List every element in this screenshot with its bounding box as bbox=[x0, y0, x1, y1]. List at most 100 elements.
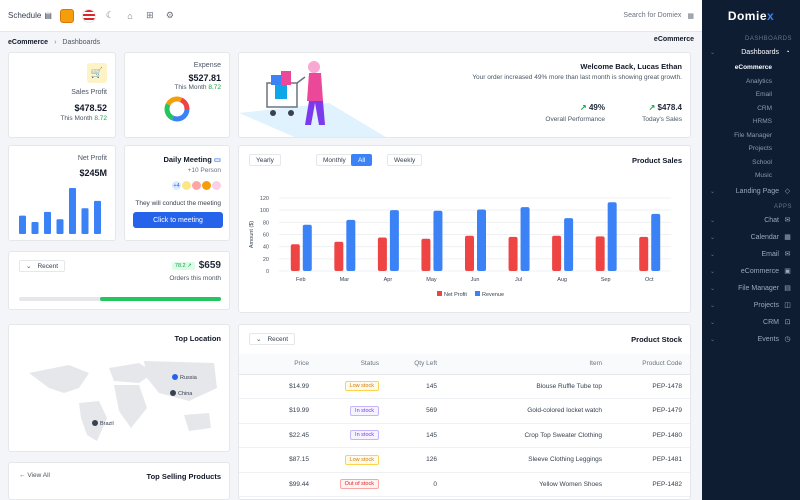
sidebar-item-landing[interactable]: ⌄ Landing Page ◇ bbox=[710, 187, 791, 196]
search-input[interactable]: Search for Domiex bbox=[623, 12, 682, 19]
net-profit-bar bbox=[56, 219, 64, 234]
avatar bbox=[202, 181, 211, 190]
language-flag-icon[interactable] bbox=[81, 8, 96, 23]
sidebar-section-dashboards: DASHBOARDS bbox=[744, 36, 792, 42]
sidebar-item-ecommerce[interactable]: ⌄ eCommerce ▣ bbox=[710, 267, 791, 276]
cell-item: Yellow Women Shoes bbox=[445, 472, 610, 497]
x-tick-label: Mar bbox=[340, 277, 350, 283]
cart-icon: 🛒 bbox=[87, 63, 107, 83]
sidebar-sub-music[interactable]: Music bbox=[755, 172, 772, 180]
tab-all[interactable]: All bbox=[351, 154, 373, 166]
table-row[interactable]: $22.45 In stock 145 Crop Top Sweater Clothi… bbox=[239, 423, 690, 448]
moon-icon[interactable]: ☾ bbox=[105, 10, 114, 20]
sidebar-sub-crm[interactable]: CRM bbox=[757, 104, 772, 112]
col-status[interactable]: Status bbox=[317, 354, 387, 375]
apps-grid-icon[interactable]: ⊞ bbox=[146, 10, 154, 20]
cell-qty: 126 bbox=[387, 447, 445, 473]
orders-period-dropdown[interactable]: ⌄ Recent bbox=[19, 260, 66, 272]
col-price[interactable]: Price bbox=[239, 354, 317, 375]
logo[interactable]: Domie x bbox=[727, 9, 775, 23]
sidebar: Domie x DASHBOARDS ⌄ Dashboards ◔ eCommer… bbox=[702, 0, 800, 500]
sidebar-item-chat[interactable]: ⌄ Chat ✉ bbox=[710, 216, 791, 225]
table-row[interactable]: $99.44 Out of stock 0 Yellow Women Shoes PEP… bbox=[239, 472, 690, 497]
tab-yearly[interactable]: Yearly bbox=[249, 154, 281, 166]
map-marker-china bbox=[170, 390, 176, 396]
sales-profit-card: 🛒 Sales Profit $478.52 This Month 8.72 bbox=[8, 52, 116, 138]
avatar bbox=[192, 181, 201, 190]
sidebar-sub-school[interactable]: School bbox=[752, 158, 772, 166]
cell-item: Gold-colored locket watch bbox=[445, 398, 610, 424]
menu-toggle-icon[interactable]: ▦ bbox=[687, 12, 694, 20]
dashboard-submenu: eCommerce Analytics Email CRM HRMS File Manag… bbox=[702, 61, 800, 183]
marker-label-russia: Russia bbox=[180, 375, 198, 381]
net-profit-bar bbox=[19, 215, 26, 234]
trend-up-icon: ↗ bbox=[580, 103, 587, 112]
product-sales-chart: 0 20 40 60 80 100 120 Amount ($) Feb Mar Apr May Jun… bbox=[249, 196, 671, 298]
chevron-down-icon: ⌄ bbox=[710, 302, 716, 309]
table-row[interactable]: $99.94In stock571Straw Cap Women HatPEP-… bbox=[239, 496, 690, 499]
meeting-subtitle: +10 Person bbox=[187, 167, 221, 174]
more-avatars-badge: +4 bbox=[172, 181, 181, 190]
sidebar-item-crm[interactable]: ⌄ CRM ⊡ bbox=[710, 318, 791, 327]
gear-icon[interactable]: ⚙ bbox=[165, 10, 174, 20]
x-tick-label: Feb bbox=[296, 277, 305, 283]
cell-price: $22.45 bbox=[239, 423, 317, 448]
cell-code: PEP-1480 bbox=[610, 423, 690, 448]
top-location-card: Top Location Russia China Brazil bbox=[8, 324, 230, 452]
sidebar-sub-email[interactable]: Email bbox=[755, 91, 772, 99]
chevron-down-icon: ⌄ bbox=[710, 217, 716, 224]
bar-revenue bbox=[302, 224, 312, 271]
y-tick-label: 80 bbox=[263, 220, 269, 226]
table-row[interactable]: $19.99 In stock 569 Gold-colored locket wat… bbox=[239, 398, 690, 424]
breadcrumb-parent[interactable]: Dashboards bbox=[62, 38, 101, 46]
bar-net-profit bbox=[465, 235, 474, 271]
x-tick-label: Apr bbox=[384, 277, 393, 283]
topbar-right: Search for Domiex ▦ bbox=[623, 12, 694, 20]
stock-period-dropdown[interactable]: ⌄ Recent bbox=[249, 333, 296, 345]
col-item[interactable]: Item bbox=[445, 354, 610, 375]
notification-icon[interactable]: ⌂ bbox=[127, 10, 133, 21]
cell-qty: 145 bbox=[387, 374, 445, 399]
y-tick-label: 120 bbox=[260, 196, 269, 202]
sidebar-sub-analytics[interactable]: Analytics bbox=[745, 77, 772, 85]
schedule-button[interactable]: Schedule ▤ bbox=[8, 11, 52, 20]
daily-meeting-card: Daily Meeting ▭ +10 Person +4 They will … bbox=[124, 145, 230, 241]
sidebar-item-file-manager[interactable]: ⌄ File Manager ▤ bbox=[710, 284, 791, 293]
cell-qty: 571 bbox=[387, 496, 445, 499]
sidebar-item-projects[interactable]: ⌄ Projects ◫ bbox=[710, 301, 791, 310]
table-header-row: Price Status Qty Left Item Product Code bbox=[239, 354, 690, 375]
bar-revenue bbox=[389, 210, 399, 271]
click-to-meeting-button[interactable]: Click to meeting bbox=[133, 212, 223, 228]
sidebar-sub-projects[interactable]: Projects bbox=[748, 145, 772, 153]
col-product-code[interactable]: Product Code bbox=[610, 354, 690, 375]
orders-progress-fill bbox=[99, 297, 221, 301]
col-qty[interactable]: Qty Left bbox=[387, 354, 445, 375]
tab-weekly[interactable]: Weekly bbox=[387, 154, 423, 166]
topbar: Schedule ▤ ☾ ⌂ ⊞ ⚙ Search for Domiex ▦ bbox=[0, 0, 702, 32]
bar-revenue bbox=[651, 213, 661, 271]
landing-icon: ◇ bbox=[784, 188, 791, 195]
app-icon: ✉ bbox=[784, 217, 791, 224]
world-map: Russia China Brazil bbox=[29, 361, 217, 441]
tab-monthly[interactable]: Monthly bbox=[316, 154, 353, 166]
net-profit-label: Net Profit bbox=[77, 155, 107, 162]
sidebar-section-apps: APPS bbox=[773, 203, 792, 210]
sidebar-sub-hrms[interactable]: HRMS bbox=[752, 118, 772, 126]
calendar-icon: ▤ bbox=[44, 11, 52, 20]
sidebar-sub-file-manager[interactable]: File Manager bbox=[734, 131, 772, 139]
net-profit-bar bbox=[44, 211, 51, 234]
table-row[interactable]: $87.15 Low stock 126 Sleeve Clothing Leggin… bbox=[239, 447, 690, 473]
bar-net-profit bbox=[334, 241, 344, 271]
table-row[interactable]: $14.99 Low stock 145 Blouse Ruffle Tube top… bbox=[239, 374, 690, 399]
view-all-link[interactable]: ← View All bbox=[19, 472, 50, 479]
bar-revenue bbox=[433, 210, 443, 271]
cell-price: $19.99 bbox=[239, 398, 317, 424]
sidebar-item-calendar[interactable]: ⌄ Calendar ▦ bbox=[710, 233, 791, 242]
overall-performance-value: 49% bbox=[588, 103, 605, 112]
sidebar-item-events[interactable]: ⌄ Events ◷ bbox=[710, 335, 791, 344]
sidebar-item-email[interactable]: ⌄ Email ✉ bbox=[710, 250, 791, 259]
sidebar-sub-ecommerce[interactable]: eCommerce bbox=[734, 64, 772, 72]
user-avatar[interactable] bbox=[59, 8, 74, 23]
cell-code: PEP-1478 bbox=[610, 374, 690, 399]
sidebar-item-dashboards[interactable]: ⌄ Dashboards ◔ bbox=[702, 44, 800, 61]
